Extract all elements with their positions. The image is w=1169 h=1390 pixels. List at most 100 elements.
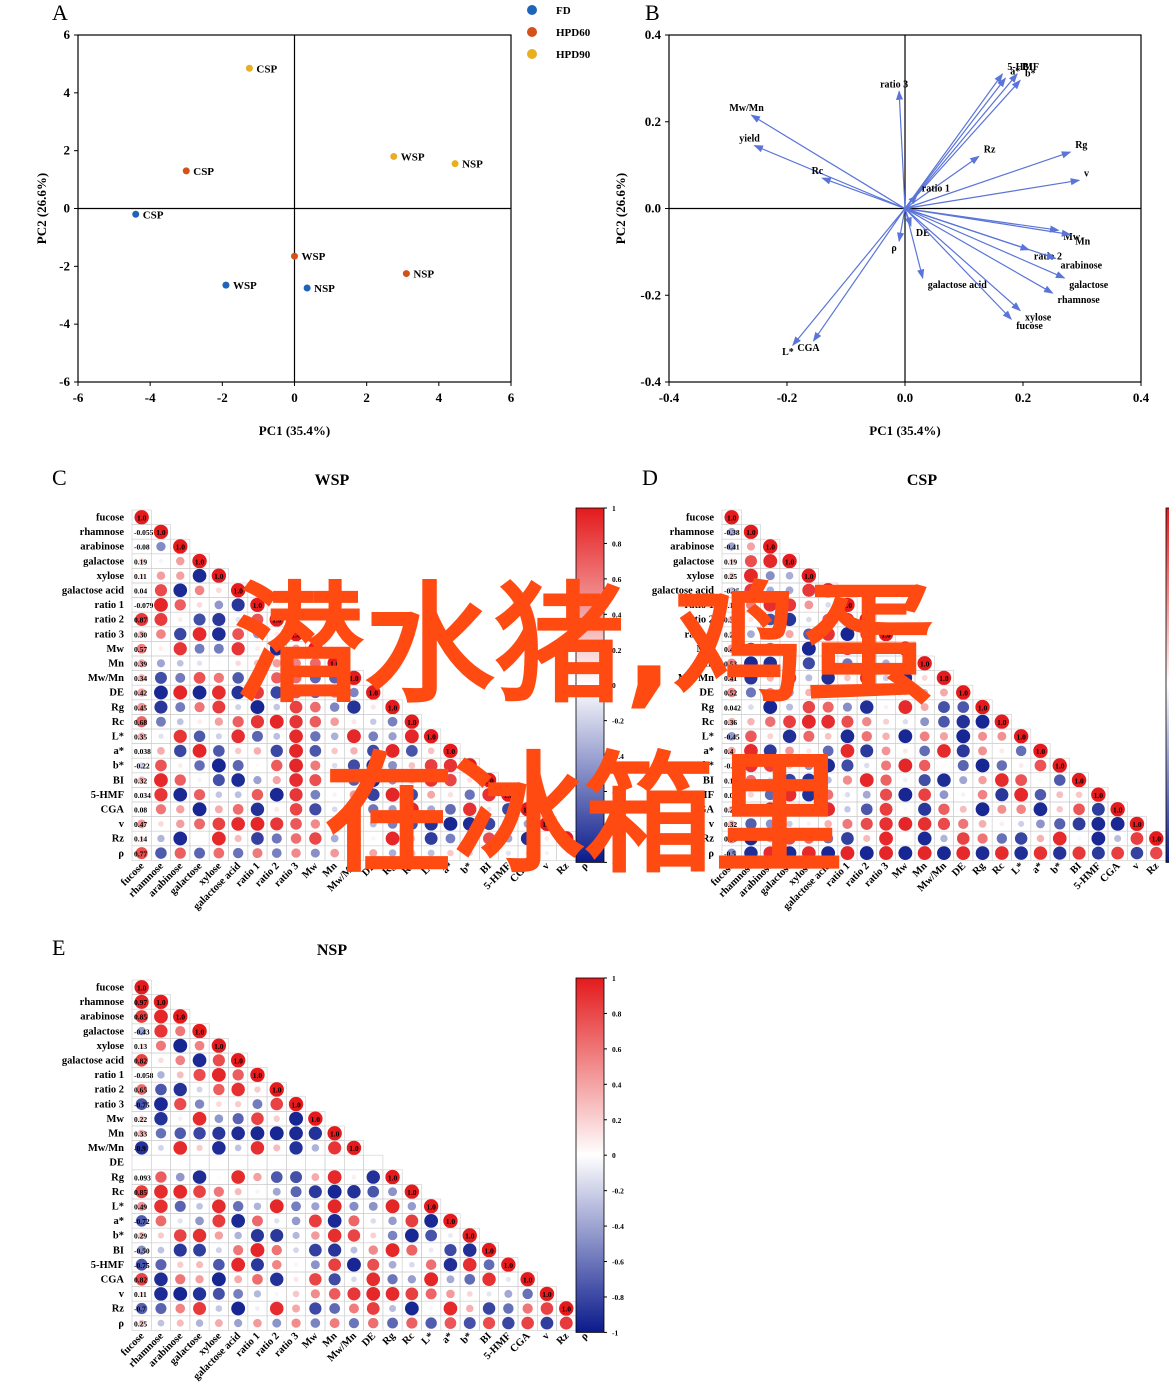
vector-label: DE — [916, 228, 930, 239]
correlation-circle — [177, 1218, 183, 1224]
correlation-circle — [975, 802, 990, 817]
correlation-circle — [388, 805, 397, 814]
panel-e: E NSPfucosefucoserhamnoserhamnosearabinos… — [52, 935, 624, 1382]
correlation-circle — [859, 846, 874, 861]
correlation-circle — [173, 1141, 188, 1155]
correlation-circle — [728, 777, 735, 783]
correlation-circle — [350, 1246, 358, 1254]
correlation-circle — [234, 1100, 242, 1108]
correlation-value: -0.38 — [724, 528, 740, 537]
correlation-value: 0.29 — [724, 806, 737, 815]
correlation-circle — [134, 510, 149, 525]
data-point — [222, 281, 230, 289]
colorbar-tick-label: 0.4 — [612, 1080, 622, 1089]
row-label: Mw/Mn — [88, 673, 124, 684]
correlation-circle — [388, 1216, 397, 1226]
correlation-circle — [729, 762, 735, 769]
loading-vector — [904, 194, 918, 209]
correlation-circle — [194, 1040, 205, 1051]
colorbar-tick-label: -0.4 — [612, 752, 624, 761]
correlation-circle — [1052, 758, 1067, 773]
row-label: a* — [114, 746, 125, 757]
row-label: 5-HMF — [91, 790, 124, 801]
correlation-circle — [252, 672, 263, 684]
correlation-circle — [898, 787, 913, 802]
correlation-circle — [292, 1231, 300, 1240]
correlation-circle — [424, 773, 438, 787]
correlation-circle — [501, 1257, 516, 1272]
correlation-value: 1.0 — [426, 1203, 436, 1212]
correlation-circle — [234, 1318, 243, 1328]
correlation-circle — [212, 627, 226, 641]
correlation-circle — [898, 641, 913, 656]
correlation-circle — [744, 568, 758, 583]
correlation-circle — [174, 627, 187, 641]
point-label: CSP — [256, 63, 277, 75]
correlation-value: 1.0 — [484, 776, 494, 785]
correlation-value: 0.038 — [134, 747, 151, 756]
correlation-value: 1.0 — [939, 674, 949, 683]
row-label: v — [119, 819, 125, 830]
correlation-circle — [824, 820, 832, 828]
correlation-circle — [154, 597, 168, 612]
correlation-circle — [137, 732, 146, 741]
correlation-circle — [782, 787, 797, 802]
correlation-circle — [956, 744, 970, 758]
correlation-value: 0.87 — [134, 616, 147, 625]
y-tick-label: 4 — [64, 85, 71, 100]
correlation-value: 0.33 — [134, 1130, 147, 1139]
correlation-circle — [138, 835, 145, 842]
correlation-circle — [802, 700, 816, 714]
correlation-circle — [388, 760, 398, 771]
correlation-circle — [445, 803, 456, 815]
correlation-circle — [977, 731, 988, 741]
correlation-circle — [274, 1291, 279, 1297]
correlation-circle — [214, 1114, 224, 1124]
row-label: Mw — [697, 644, 715, 655]
row-label: arabinose — [80, 542, 124, 553]
correlation-circle — [387, 1274, 398, 1285]
correlation-circle — [231, 773, 245, 787]
correlation-circle — [329, 687, 340, 698]
correlation-value: -0.079 — [134, 601, 154, 610]
correlation-circle — [347, 831, 361, 846]
row-label: CGA — [101, 805, 125, 816]
loading-vector — [904, 207, 1057, 260]
correlation-circle — [231, 729, 245, 744]
correlation-circle — [310, 1318, 321, 1328]
correlation-circle — [139, 573, 145, 579]
correlation-circle — [486, 850, 492, 856]
correlation-value: 1.0 — [349, 674, 359, 683]
correlation-circle — [804, 804, 814, 815]
correlation-circle — [786, 820, 793, 828]
correlation-circle — [564, 851, 569, 856]
correlation-circle — [175, 1274, 186, 1285]
correlation-circle — [486, 806, 492, 812]
correlation-value: 0.36 — [724, 718, 737, 727]
correlation-circle — [978, 746, 988, 756]
correlation-circle — [465, 1304, 474, 1313]
correlation-circle — [251, 788, 264, 801]
row-label: rhamnose — [80, 997, 125, 1008]
correlation-circle — [231, 685, 245, 700]
correlation-circle — [274, 1218, 280, 1224]
vector-label: ρ — [891, 243, 896, 254]
correlation-circle — [803, 628, 815, 640]
x-tick-label: -6 — [73, 390, 84, 405]
correlation-circle — [520, 831, 535, 846]
vector-label: v — [1084, 168, 1089, 179]
point-label: NSP — [314, 283, 335, 295]
correlation-value: 1.0 — [997, 718, 1007, 727]
correlation-value: 0.32 — [724, 820, 737, 829]
row-label: DE — [109, 1158, 124, 1169]
correlation-circle — [1056, 791, 1064, 799]
correlation-circle — [463, 802, 477, 816]
correlation-circle — [214, 805, 223, 814]
correlation-value: 0.30 — [134, 630, 147, 639]
row-label: DE — [699, 688, 714, 699]
correlation-circle — [1052, 831, 1067, 846]
correlation-value: -0.058 — [134, 1071, 154, 1080]
correlation-circle — [767, 777, 774, 783]
correlation-value: 1.0 — [920, 660, 930, 669]
